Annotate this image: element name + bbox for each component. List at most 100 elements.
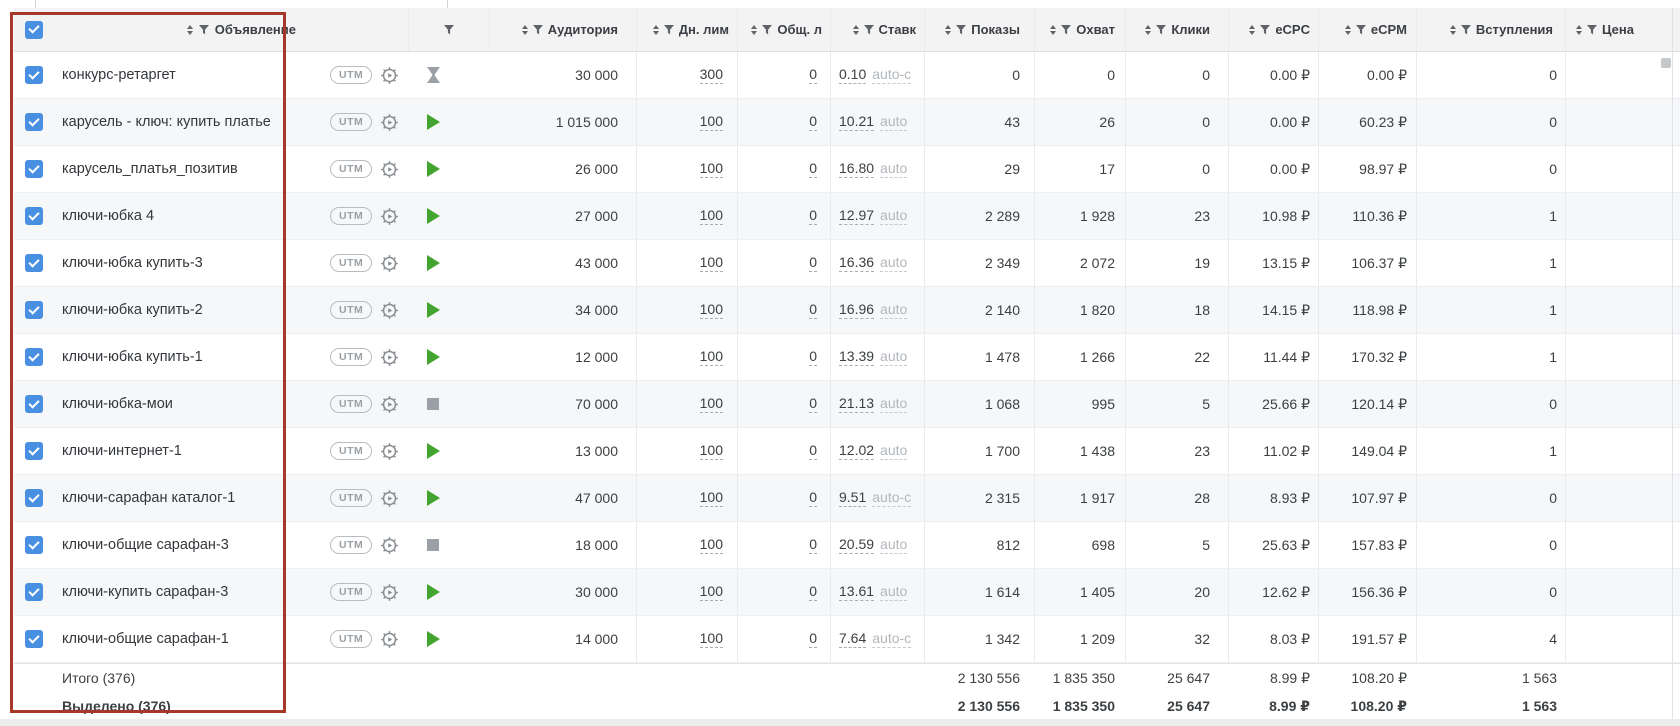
filter-funnel-icon[interactable] xyxy=(444,24,454,35)
total-limit-value[interactable]: 0 xyxy=(809,160,817,178)
utm-button[interactable]: UTM xyxy=(330,207,373,225)
bid-value[interactable]: 7.64 xyxy=(839,630,867,648)
total-limit-value[interactable]: 0 xyxy=(809,207,817,225)
filter-funnel-icon[interactable] xyxy=(1355,24,1366,35)
total-limit-value[interactable]: 0 xyxy=(809,66,817,84)
column-header-joins[interactable]: Вступления xyxy=(1416,8,1565,51)
ad-name[interactable]: ключи-интернет-1 xyxy=(62,443,182,459)
total-limit-value[interactable]: 0 xyxy=(809,395,817,413)
ad-name[interactable]: ключи-юбка купить-3 xyxy=(62,255,203,271)
play-icon[interactable] xyxy=(427,490,440,506)
bid-value[interactable]: 16.80 xyxy=(839,160,875,178)
utm-button[interactable]: UTM xyxy=(330,301,373,319)
bid-auto-strategy[interactable]: auto xyxy=(880,160,908,178)
bid-value[interactable]: 16.96 xyxy=(839,301,875,319)
row-checkbox[interactable] xyxy=(25,66,43,84)
row-checkbox[interactable] xyxy=(25,536,43,554)
gear-autoplay-icon[interactable] xyxy=(380,442,399,461)
column-header-ecpc[interactable]: eCPC xyxy=(1228,8,1318,51)
filter-funnel-icon[interactable] xyxy=(762,24,773,35)
total-limit-value[interactable]: 0 xyxy=(809,348,817,366)
play-icon[interactable] xyxy=(427,584,440,600)
sort-arrows-icon[interactable] xyxy=(1249,24,1256,35)
total-limit-value[interactable]: 0 xyxy=(809,630,817,648)
hourglass-icon[interactable] xyxy=(427,67,440,83)
row-checkbox[interactable] xyxy=(25,301,43,319)
bid-value[interactable]: 16.36 xyxy=(839,254,875,272)
utm-button[interactable]: UTM xyxy=(330,395,373,413)
play-icon[interactable] xyxy=(427,255,440,271)
bid-value[interactable]: 20.59 xyxy=(839,536,875,554)
ad-name[interactable]: ключи-общие сарафан-1 xyxy=(62,631,229,647)
total-limit-value[interactable]: 0 xyxy=(809,254,817,272)
play-icon[interactable] xyxy=(427,114,440,130)
filter-funnel-icon[interactable] xyxy=(1061,24,1072,35)
sort-arrows-icon[interactable] xyxy=(852,24,859,35)
filter-funnel-icon[interactable] xyxy=(663,24,674,35)
column-header-price[interactable]: Цена xyxy=(1565,8,1672,51)
stop-icon[interactable] xyxy=(427,398,439,410)
daily-limit-value[interactable]: 300 xyxy=(699,66,723,84)
bid-value[interactable]: 10.21 xyxy=(839,113,875,131)
gear-autoplay-icon[interactable] xyxy=(380,583,399,602)
row-checkbox[interactable] xyxy=(25,489,43,507)
row-checkbox[interactable] xyxy=(25,160,43,178)
row-checkbox[interactable] xyxy=(25,348,43,366)
bid-value[interactable]: 9.51 xyxy=(839,489,867,507)
gear-autoplay-icon[interactable] xyxy=(380,395,399,414)
sort-arrows-icon[interactable] xyxy=(1145,24,1152,35)
row-checkbox[interactable] xyxy=(25,442,43,460)
bid-value[interactable]: 13.39 xyxy=(839,348,875,366)
utm-button[interactable]: UTM xyxy=(330,583,373,601)
ad-name[interactable]: ключи-юбка купить-1 xyxy=(62,349,203,365)
utm-button[interactable]: UTM xyxy=(330,66,373,84)
utm-button[interactable]: UTM xyxy=(330,113,373,131)
column-header-total-limit[interactable]: Общ. л xyxy=(737,8,830,51)
daily-limit-value[interactable]: 100 xyxy=(699,348,723,366)
sort-arrows-icon[interactable] xyxy=(652,24,659,35)
total-limit-value[interactable]: 0 xyxy=(809,489,817,507)
utm-button[interactable]: UTM xyxy=(330,160,373,178)
bid-auto-strategy[interactable]: auto xyxy=(880,301,908,319)
column-header-impressions[interactable]: Показы xyxy=(924,8,1034,51)
bid-auto-strategy[interactable]: auto xyxy=(880,536,908,554)
column-header-name[interactable]: Объявление xyxy=(62,8,324,51)
utm-button[interactable]: UTM xyxy=(330,489,373,507)
row-checkbox[interactable] xyxy=(25,583,43,601)
gear-autoplay-icon[interactable] xyxy=(380,254,399,273)
row-checkbox[interactable] xyxy=(25,630,43,648)
column-header-bid[interactable]: Ставк xyxy=(830,8,924,51)
ad-name[interactable]: ключи-юбка 4 xyxy=(62,208,155,224)
gear-autoplay-icon[interactable] xyxy=(380,630,399,649)
gear-autoplay-icon[interactable] xyxy=(380,113,399,132)
filter-funnel-icon[interactable] xyxy=(956,24,967,35)
column-header-reach[interactable]: Охват xyxy=(1034,8,1125,51)
play-icon[interactable] xyxy=(427,208,440,224)
column-header-daily-limit[interactable]: Дн. лим xyxy=(636,8,737,51)
bid-auto-strategy[interactable]: auto xyxy=(880,442,908,460)
utm-button[interactable]: UTM xyxy=(330,536,373,554)
row-checkbox[interactable] xyxy=(25,254,43,272)
bid-auto-strategy[interactable]: auto xyxy=(880,113,908,131)
filter-funnel-icon[interactable] xyxy=(1156,24,1167,35)
filter-funnel-icon[interactable] xyxy=(1460,24,1471,35)
daily-limit-value[interactable]: 100 xyxy=(699,160,723,178)
bid-value[interactable]: 12.97 xyxy=(839,207,875,225)
sort-arrows-icon[interactable] xyxy=(751,24,758,35)
sort-arrows-icon[interactable] xyxy=(945,24,952,35)
play-icon[interactable] xyxy=(427,443,440,459)
filter-funnel-icon[interactable] xyxy=(863,24,874,35)
bid-value[interactable]: 21.13 xyxy=(839,395,875,413)
gear-autoplay-icon[interactable] xyxy=(380,207,399,226)
daily-limit-value[interactable]: 100 xyxy=(699,489,723,507)
play-icon[interactable] xyxy=(427,349,440,365)
ad-name[interactable]: конкурс-ретаргет xyxy=(62,67,176,83)
total-limit-value[interactable]: 0 xyxy=(809,113,817,131)
row-checkbox[interactable] xyxy=(25,113,43,131)
bid-auto-strategy[interactable]: auto xyxy=(880,348,908,366)
daily-limit-value[interactable]: 100 xyxy=(699,113,723,131)
total-limit-value[interactable]: 0 xyxy=(809,536,817,554)
ad-name[interactable]: ключи-юбка купить-2 xyxy=(62,302,203,318)
daily-limit-value[interactable]: 100 xyxy=(699,301,723,319)
bid-value[interactable]: 13.61 xyxy=(839,583,875,601)
